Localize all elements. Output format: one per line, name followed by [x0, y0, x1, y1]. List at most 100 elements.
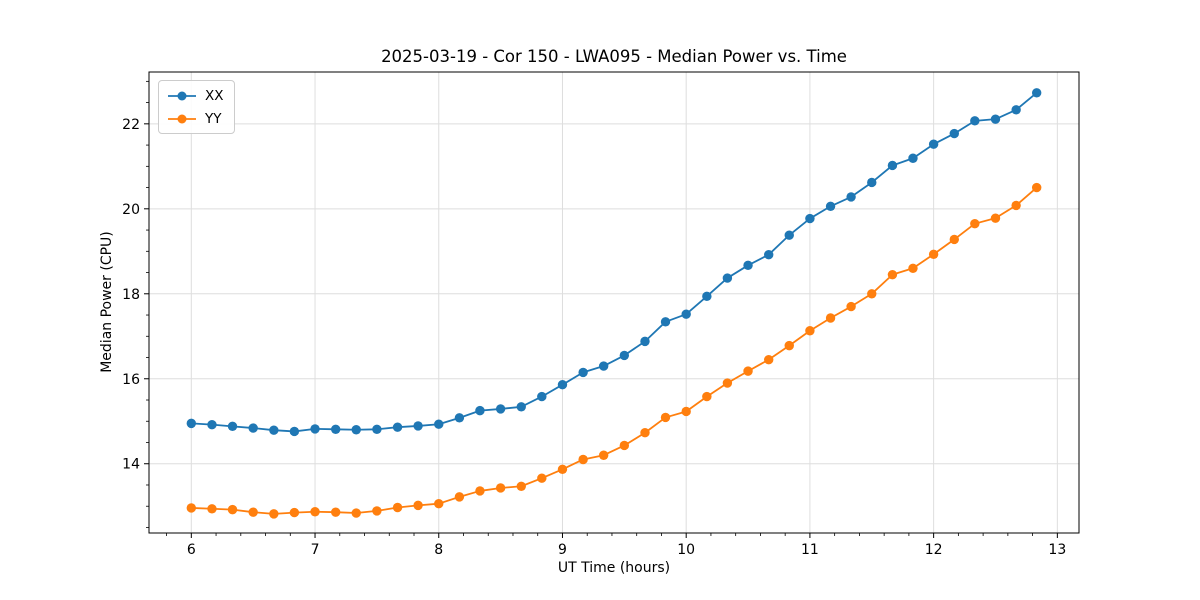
series-YY-point [289, 507, 300, 518]
series-XX-point [681, 309, 691, 319]
legend-item-YY: YY [167, 109, 224, 128]
y-tick-label: 20 [122, 202, 140, 218]
series-YY-point [805, 326, 815, 336]
series-YY-point [825, 313, 836, 323]
series-YY-point [392, 502, 403, 513]
series-XX-point [887, 160, 898, 171]
series-XX-point [227, 421, 238, 432]
series-YY-point [702, 391, 712, 402]
series-XX-point [825, 201, 836, 211]
series-XX-point [351, 425, 361, 435]
series-XX-point [310, 424, 320, 434]
series-XX-point [330, 424, 341, 435]
series-YY-point [970, 218, 980, 229]
series-XX-point [660, 317, 671, 327]
series-YY-point [990, 213, 1001, 223]
series-XX-point [908, 153, 918, 163]
series-YY-point [269, 509, 279, 519]
series-XX-line [191, 92, 1038, 433]
x-tick-label: 9 [558, 542, 567, 558]
series-XX-point [557, 380, 568, 390]
legend-label: YY [205, 110, 222, 127]
x-axis-label: UT Time (hours) [557, 560, 671, 576]
series-XX-point [949, 128, 959, 139]
series-YY-point [495, 483, 506, 493]
series-YY-point [475, 486, 485, 496]
series-YY-point [867, 289, 877, 299]
series-XX-point [454, 413, 465, 423]
series-YY-point [557, 464, 568, 474]
series-XX-point [990, 114, 1001, 124]
series-YY-point [516, 481, 526, 491]
series-XX-point [619, 350, 630, 361]
series-YY-point [722, 378, 733, 388]
series-YY-line [191, 186, 1038, 515]
series-XX-point [1031, 88, 1042, 98]
series-XX-point [764, 250, 774, 260]
series-YY-point [1031, 182, 1042, 193]
y-tick-label: 16 [122, 372, 140, 388]
series-XX-point [702, 291, 712, 302]
series-XX-point [598, 361, 609, 371]
legend-line-marker-icon [168, 91, 196, 100]
series-YY-point [764, 354, 774, 365]
series-YY-point [248, 507, 258, 517]
legend-label: XX [205, 87, 224, 104]
legend-line-marker-icon [168, 114, 196, 123]
legend: XX YY [158, 80, 235, 134]
series-YY-point [949, 234, 959, 245]
x-tick-label: 12 [925, 542, 943, 558]
x-tick-label: 8 [434, 542, 443, 558]
series-XX-point [867, 177, 877, 188]
series-YY-point [454, 492, 465, 502]
series-XX-point [413, 421, 423, 431]
x-tick-label: 7 [311, 542, 320, 558]
series-YY-point [578, 454, 588, 465]
series-YY-point [1011, 200, 1021, 211]
series-YY-point [186, 503, 197, 513]
series-XX-point [970, 116, 980, 126]
series-XX-point [475, 405, 485, 416]
series-XX-point [846, 192, 856, 202]
series-YY-point [598, 450, 609, 460]
series-XX-point [1011, 105, 1021, 115]
series-XX-point [722, 273, 733, 283]
x-tick-label: 11 [801, 542, 819, 558]
series-YY-point [434, 498, 444, 509]
series-YY-point [640, 428, 650, 438]
series-YY-point [908, 263, 918, 273]
series-YY-point [887, 269, 898, 280]
series-XX-point [434, 419, 444, 429]
series-YY-point [310, 507, 320, 517]
series-YY-point [784, 340, 794, 351]
series-XX-point [928, 139, 939, 149]
series-YY-point [928, 249, 939, 259]
y-tick-label: 14 [122, 457, 140, 473]
chart-title: 2025-03-19 - Cor 150 - LWA095 - Median P… [381, 47, 847, 66]
series-YY-point [619, 440, 630, 451]
series-XX-point [289, 426, 300, 437]
series-XX-point [248, 423, 258, 433]
x-tick-label: 6 [187, 542, 196, 558]
series-YY-point [330, 507, 341, 517]
series-YY-point [227, 504, 238, 515]
series-YY-point [660, 412, 671, 423]
series-YY-point [846, 301, 856, 312]
plot-border [148, 71, 1080, 534]
x-tick-label: 10 [677, 542, 695, 558]
series-YY-point [743, 366, 753, 376]
y-axis-label: Median Power (CPU) [99, 231, 115, 373]
x-tick-label: 13 [1048, 542, 1066, 558]
series-YY-point [681, 406, 691, 417]
series-XX-point [640, 336, 650, 347]
y-tick-label: 18 [122, 287, 140, 303]
series-YY-point [537, 473, 547, 483]
series-XX-point [392, 422, 403, 432]
series-XX-point [186, 418, 197, 429]
series-YY-point [351, 508, 361, 518]
series-XX-point [784, 230, 794, 240]
series-XX-point [495, 404, 506, 414]
legend-item-XX: XX [167, 86, 224, 105]
